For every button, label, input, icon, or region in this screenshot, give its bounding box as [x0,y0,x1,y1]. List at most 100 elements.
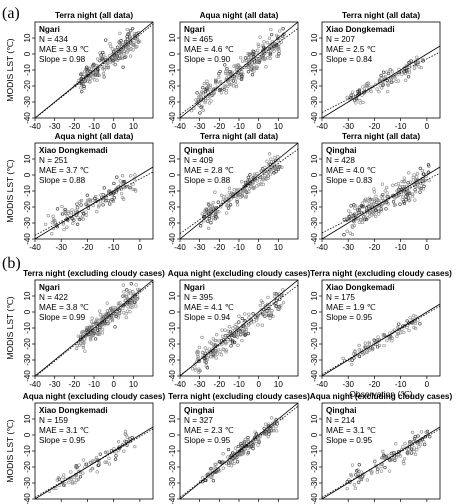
data-point [207,101,212,105]
data-point [121,283,126,287]
data-point [276,36,280,41]
data-point [420,168,425,173]
data-point [395,325,400,329]
data-point [407,191,412,196]
data-point [91,203,95,208]
data-point [370,346,375,350]
data-point [222,84,227,88]
data-point [348,211,353,216]
data-point [244,332,248,337]
data-point [221,452,225,456]
data-point [117,311,121,315]
data-point [249,185,253,189]
x-tick-label: 0 [111,122,116,131]
regression-line [180,405,298,498]
x-tick-label: -20 [214,380,226,389]
data-point [256,44,261,48]
data-point [95,78,99,82]
data-point [217,72,221,76]
data-point [350,215,354,220]
data-point [123,432,127,436]
data-point [121,65,125,69]
y-tick-label: -40 [310,370,319,382]
data-point [211,92,215,96]
x-tick-label: -30 [55,243,67,252]
data-point [390,80,394,84]
data-point [217,75,221,80]
data-point [84,326,89,330]
x-tick-label: -10 [233,243,245,252]
data-point [102,75,106,79]
data-point [262,426,266,431]
data-point [395,334,399,339]
x-tick-label: 0 [256,243,261,252]
data-point [381,455,386,460]
data-point [413,198,417,202]
data-point [129,47,133,51]
data-point [367,83,371,88]
data-point [232,188,236,192]
data-point [108,202,112,206]
slope-label: Slope = 0.95 [184,436,231,445]
data-point [359,470,364,474]
data-point [104,199,108,203]
data-point [205,88,210,92]
data-point [118,301,122,305]
data-point [237,314,241,318]
data-point [133,37,137,41]
data-point [205,366,210,370]
data-point [217,88,222,92]
data-point [243,56,248,60]
data-point [101,66,105,71]
y-tick-label: -20 [23,338,32,350]
data-point [112,181,116,186]
data-point [215,352,219,356]
data-point [72,218,76,222]
data-point [84,462,88,466]
x-tick-label: 10 [274,380,283,389]
data-point [200,476,205,480]
data-point [203,357,207,361]
data-point [278,306,282,310]
data-point [395,331,400,336]
data-point [374,214,378,219]
data-point [220,342,224,347]
data-point [221,347,225,351]
data-point [359,211,363,215]
data-point [382,76,386,80]
data-point [416,441,420,446]
site-label: Qinghai [326,406,356,415]
y-tick-label: 10 [23,414,32,423]
scatter-panel: Aqua night (excluding cloudy cases) Ngari… [168,269,311,389]
data-point [63,481,67,486]
data-point [352,483,356,487]
y-tick-label: -10 [310,445,319,457]
y-tick-label: -40 [168,233,177,245]
data-point [79,71,83,76]
data-point [272,171,276,175]
data-point [218,80,223,84]
data-point [75,222,80,226]
data-point [73,83,77,88]
data-point [382,343,386,348]
data-point [410,447,414,452]
data-point [223,70,228,74]
data-point [225,194,229,198]
mae-label: MAE = 2.5 ℃ [326,45,376,54]
data-point [93,194,98,199]
data-point [219,353,224,357]
data-point [115,45,120,49]
data-point [227,190,231,194]
data-point [262,50,266,54]
data-point [224,211,229,215]
n-label: N = 395 [184,293,213,302]
data-point [128,291,132,295]
panel-title: Terra night (all data) [200,132,278,141]
data-point [75,466,79,470]
site-label: Xiao Dongkemadi [326,283,395,292]
data-point [118,31,122,36]
x-tick-label: -20 [69,380,81,389]
data-point [104,55,108,60]
data-point [104,58,108,62]
